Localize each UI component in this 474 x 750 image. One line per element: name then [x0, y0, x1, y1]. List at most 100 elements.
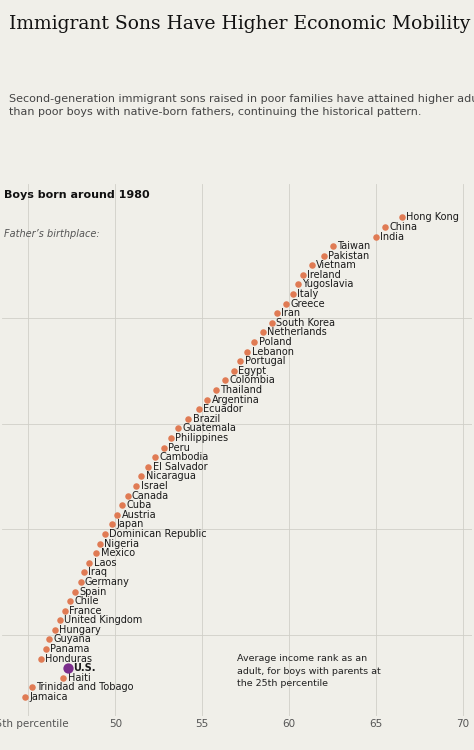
- Text: United Kingdom: United Kingdom: [64, 615, 142, 626]
- Text: Ecuador: Ecuador: [203, 404, 243, 414]
- Text: Immigrant Sons Have Higher Economic Mobility Today, Too: Immigrant Sons Have Higher Economic Mobi…: [9, 15, 474, 33]
- Text: Boys born around 1980: Boys born around 1980: [4, 190, 150, 200]
- Point: [64, 662, 72, 674]
- Text: Father’s birthplace:: Father’s birthplace:: [4, 229, 100, 238]
- Point: [77, 576, 84, 588]
- Text: Netherlands: Netherlands: [267, 328, 327, 338]
- Point: [152, 452, 159, 464]
- Text: Panama: Panama: [50, 644, 90, 654]
- Point: [66, 595, 74, 607]
- Point: [251, 336, 258, 348]
- Point: [51, 624, 58, 636]
- Text: India: India: [380, 232, 404, 242]
- Text: Argentina: Argentina: [212, 394, 260, 405]
- Point: [273, 308, 281, 320]
- Text: Chile: Chile: [74, 596, 99, 606]
- Text: Yugoslavia: Yugoslavia: [302, 280, 354, 290]
- Text: Peru: Peru: [168, 442, 190, 452]
- Point: [372, 230, 380, 242]
- Text: Colombia: Colombia: [229, 376, 275, 386]
- Point: [28, 682, 36, 694]
- Point: [85, 556, 93, 568]
- Text: Mexico: Mexico: [100, 548, 135, 558]
- Point: [212, 384, 220, 396]
- Point: [46, 634, 53, 646]
- Point: [59, 672, 67, 684]
- Point: [167, 432, 175, 444]
- Point: [221, 374, 228, 386]
- Text: Italy: Italy: [297, 289, 318, 299]
- Point: [259, 326, 267, 338]
- Point: [237, 356, 244, 368]
- Point: [113, 509, 121, 520]
- Point: [195, 404, 202, 416]
- Text: France: France: [69, 606, 102, 616]
- Text: Egypt: Egypt: [238, 366, 266, 376]
- Text: Thailand: Thailand: [220, 385, 263, 395]
- Text: Poland: Poland: [259, 337, 292, 347]
- Text: Jamaica: Jamaica: [29, 692, 68, 702]
- Point: [80, 566, 88, 578]
- Text: Haiti: Haiti: [68, 673, 90, 682]
- Text: Portugal: Portugal: [245, 356, 285, 366]
- Text: Dominican Republic: Dominican Republic: [109, 529, 207, 539]
- Text: Greece: Greece: [290, 298, 325, 309]
- Point: [145, 460, 152, 472]
- Point: [381, 221, 389, 233]
- Text: Philippines: Philippines: [175, 433, 228, 443]
- Point: [308, 260, 316, 272]
- Text: Trinidad and Tobago: Trinidad and Tobago: [36, 682, 134, 692]
- Text: Israel: Israel: [141, 481, 167, 491]
- Text: South Korea: South Korea: [276, 318, 335, 328]
- Text: U.S.: U.S.: [73, 663, 95, 674]
- Text: Austria: Austria: [121, 510, 156, 520]
- Point: [132, 480, 140, 492]
- Text: Brazil: Brazil: [193, 414, 220, 424]
- Text: Laos: Laos: [94, 558, 116, 568]
- Point: [174, 422, 182, 434]
- Text: Guyana: Guyana: [54, 634, 91, 644]
- Point: [72, 586, 79, 598]
- Text: Lebanon: Lebanon: [252, 346, 294, 357]
- Point: [294, 278, 301, 290]
- Text: Nicaragua: Nicaragua: [146, 472, 196, 482]
- Text: Cuba: Cuba: [127, 500, 152, 510]
- Point: [61, 604, 69, 616]
- Point: [21, 691, 29, 703]
- Point: [137, 470, 145, 482]
- Point: [56, 614, 64, 626]
- Point: [42, 643, 50, 655]
- Text: Iran: Iran: [281, 308, 301, 318]
- Point: [96, 538, 103, 550]
- Text: Ireland: Ireland: [308, 270, 341, 280]
- Text: Taiwan: Taiwan: [337, 241, 370, 251]
- Text: Vietnam: Vietnam: [316, 260, 357, 270]
- Text: Iraq: Iraq: [89, 567, 108, 578]
- Point: [160, 442, 168, 454]
- Text: Germany: Germany: [85, 577, 130, 587]
- Text: Nigeria: Nigeria: [104, 538, 139, 548]
- Point: [268, 316, 275, 328]
- Point: [329, 240, 337, 252]
- Point: [92, 548, 100, 560]
- Point: [230, 364, 237, 376]
- Point: [108, 518, 116, 530]
- Point: [282, 298, 290, 310]
- Point: [124, 490, 131, 502]
- Text: El Salvador: El Salvador: [153, 462, 207, 472]
- Point: [204, 394, 211, 406]
- Text: Guatemala: Guatemala: [182, 424, 236, 433]
- Text: Cambodia: Cambodia: [160, 452, 209, 462]
- Point: [184, 413, 192, 424]
- Text: Japan: Japan: [116, 519, 144, 530]
- Point: [101, 528, 109, 540]
- Text: Hungary: Hungary: [59, 625, 100, 635]
- Point: [299, 269, 307, 281]
- Text: Canada: Canada: [132, 490, 169, 500]
- Text: Pakistan: Pakistan: [328, 251, 370, 261]
- Point: [244, 346, 251, 358]
- Point: [118, 500, 126, 512]
- Text: Spain: Spain: [80, 586, 107, 596]
- Text: Hong Kong: Hong Kong: [407, 212, 459, 222]
- Text: Average income rank as an
adult, for boys with parents at
the 25th percentile: Average income rank as an adult, for boy…: [237, 654, 381, 688]
